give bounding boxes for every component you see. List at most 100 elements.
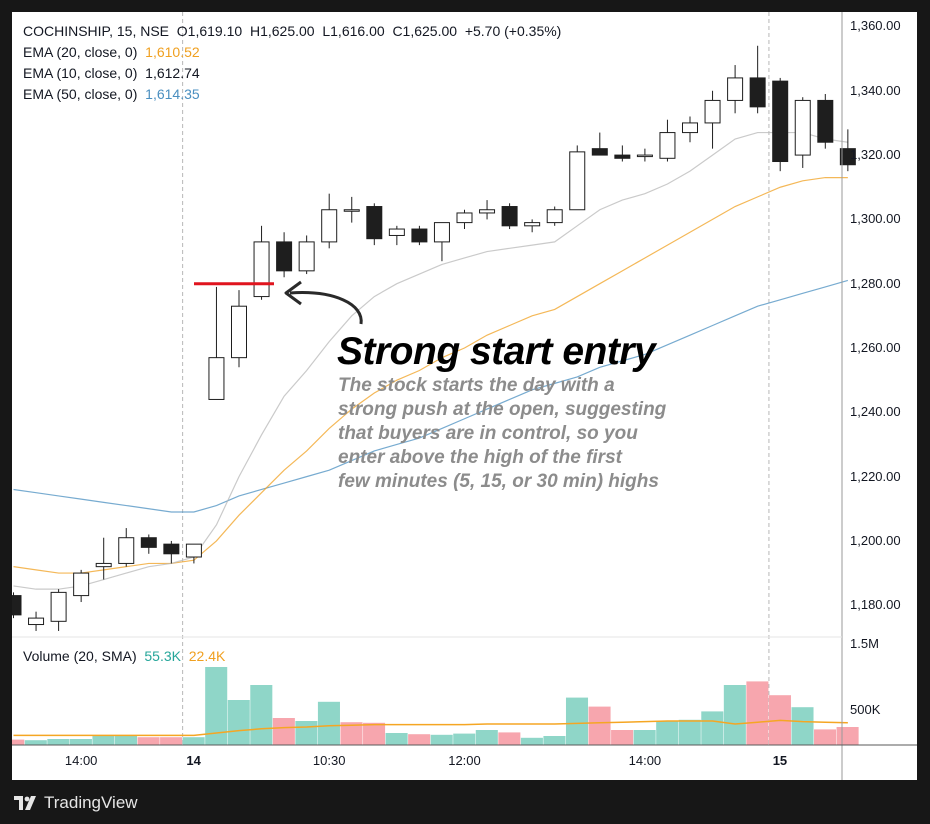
volume-bar (588, 706, 611, 745)
candle-body (140, 537, 157, 548)
candle-body (118, 537, 135, 564)
price-tick-label: 1,340.00 (850, 82, 901, 98)
time-tick-label: 15 (772, 753, 788, 768)
volume-bar (205, 667, 228, 745)
candle-body (73, 572, 90, 597)
candle-body (772, 80, 789, 163)
grid-lines (182, 12, 770, 745)
ema20-legend[interactable]: EMA (20, close, 0) 1,610.52 (23, 44, 200, 60)
candle-body (794, 99, 811, 156)
candle-body (456, 212, 473, 224)
candle-body (298, 241, 315, 272)
candle-body (501, 206, 518, 227)
ema20-label: EMA (20, close, 0) (23, 44, 138, 60)
low-value: L1,616.00 (322, 23, 385, 39)
volume-bar (565, 697, 589, 745)
volume-bar (137, 737, 160, 745)
candle-body (321, 209, 338, 243)
candle-body (433, 222, 450, 243)
annotation-line: few minutes (5, 15, or 30 min) highs (338, 471, 659, 492)
volume-bar (633, 730, 656, 745)
annotation-line: that buyers are in control, so you (338, 423, 638, 444)
ema10-value: 1,612.74 (145, 65, 200, 81)
symbol-label: COCHINSHIP, 15, NSE (23, 23, 170, 39)
brand-name: TradingView (44, 793, 138, 812)
ema10-legend[interactable]: EMA (10, close, 0) 1,612.74 (23, 65, 200, 81)
candle-body (636, 154, 653, 158)
ema50-value: 1,614.35 (145, 86, 200, 102)
candles (12, 45, 856, 631)
open-value: O1,619.10 (176, 23, 243, 39)
annotation-body: The stock starts the day with a strong p… (338, 374, 718, 494)
volume-bar (363, 722, 386, 745)
candle-body (276, 241, 293, 272)
volume-bar (92, 736, 115, 745)
ema50-legend[interactable]: EMA (50, close, 0) 1,614.35 (23, 86, 200, 102)
candle-body (411, 228, 428, 243)
volume-bar (453, 733, 476, 745)
time-tick-label: 14:00 (64, 753, 98, 768)
volume-bar (430, 734, 453, 745)
annotation-line: The stock starts the day with a (338, 375, 615, 396)
tradingview-brand[interactable]: TradingView (14, 793, 138, 813)
chart-frame: COCHINSHIP, 15, NSE O1,619.10 H1,625.00 … (12, 12, 917, 780)
volume-bar (678, 719, 701, 745)
volume-bar (24, 740, 47, 745)
candle-body (95, 562, 112, 568)
ema50-label: EMA (50, close, 0) (23, 86, 138, 102)
price-tick-label: 1,260.00 (850, 340, 901, 355)
candle-body (839, 148, 856, 166)
chart-canvas[interactable] (12, 12, 917, 780)
high-value: H1,625.00 (249, 23, 315, 39)
volume-legend[interactable]: Volume (20, SMA) 55.3K 22.4K (23, 648, 225, 664)
volume-bars (12, 667, 859, 745)
volume-bar (520, 737, 543, 745)
candle-body (50, 591, 67, 622)
volume-bar (272, 718, 295, 745)
candle-body (28, 617, 45, 626)
candle-body (591, 148, 608, 156)
volume-bar (114, 736, 138, 745)
candle-body (614, 154, 631, 159)
volume-bar (701, 711, 724, 745)
candle-body (524, 222, 541, 227)
price-tick-label: 1,240.00 (850, 404, 901, 420)
volume-value: 55.3K (144, 648, 181, 664)
price-tick-label: 1,320.00 (850, 147, 901, 163)
candle-body (817, 99, 834, 143)
volume-bar (611, 730, 634, 745)
ema20-value: 1,610.52 (145, 44, 200, 60)
time-tick-label: 14:00 (628, 753, 662, 768)
volume-bar (250, 685, 273, 745)
volume-tick-label: 1.5M (850, 636, 879, 651)
annotation-line: enter above the high of the first (338, 447, 622, 468)
volume-bar (69, 739, 92, 745)
price-tick-label: 1,200.00 (850, 532, 901, 548)
candle-body (12, 595, 22, 616)
arrow-head-icon (284, 280, 302, 306)
volume-bar (814, 729, 837, 745)
candle-body (388, 228, 405, 236)
price-tick-label: 1,300.00 (850, 211, 901, 227)
volume-bar (475, 730, 498, 745)
price-tick-label: 1,180.00 (850, 597, 901, 613)
volume-bar (791, 707, 814, 745)
volume-tick-label: 500K (850, 702, 881, 717)
volume-bar (408, 734, 431, 745)
volume-sma-value: 22.4K (188, 648, 226, 664)
time-tick-label: 14 (186, 753, 201, 768)
volume-bar (723, 685, 746, 745)
candle-body (569, 151, 586, 211)
volume-bar (295, 721, 318, 745)
candle-body (253, 241, 270, 298)
price-tick-label: 1,360.00 (850, 18, 901, 34)
time-tick-label: 10:30 (312, 753, 346, 768)
arrow-icon (289, 291, 363, 325)
volume-bar (836, 727, 859, 745)
annotation-marks (194, 280, 363, 325)
volume-bar (498, 732, 521, 745)
candle-body (343, 209, 360, 212)
candle-body (749, 77, 766, 108)
volume-bar (385, 733, 408, 745)
candle-body (682, 122, 698, 134)
